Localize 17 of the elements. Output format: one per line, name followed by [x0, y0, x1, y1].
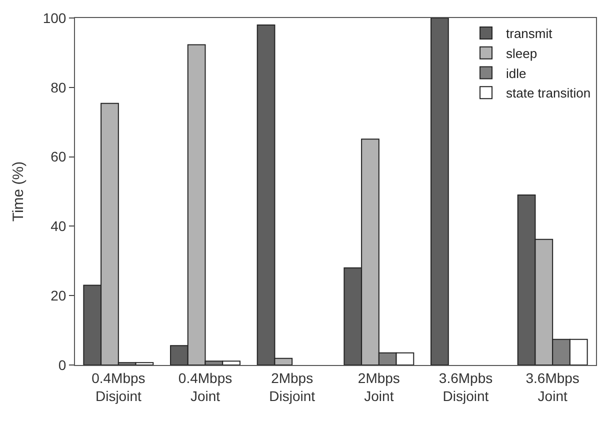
y-tick-label: 80	[50, 79, 66, 96]
y-axis-title: Time (%)	[10, 161, 28, 222]
x-tick-label: 0.4Mbps Joint	[178, 370, 232, 404]
y-tick-label: 60	[50, 148, 66, 165]
y-tick-label: 100	[42, 10, 66, 26]
x-tick-label: 0.4Mbps Disjoint	[92, 370, 146, 404]
legend-label: idle	[506, 66, 526, 81]
x-tick-label: 3.6Mpbs Disjoint	[438, 370, 493, 404]
y-tick-label: 20	[50, 288, 66, 304]
legend-label: sleep	[506, 46, 538, 61]
y-tick-label: 0	[58, 356, 66, 373]
y-tick-label: 40	[50, 218, 66, 234]
x-tick-label: 2Mbps Disjoint	[269, 370, 316, 404]
legend-label: state transition	[506, 86, 591, 101]
x-tick-label: 3.6Mbps Joint	[526, 370, 580, 404]
legend-label: transmit	[506, 26, 553, 42]
x-tick-label: 2Mbps Joint	[358, 370, 400, 404]
